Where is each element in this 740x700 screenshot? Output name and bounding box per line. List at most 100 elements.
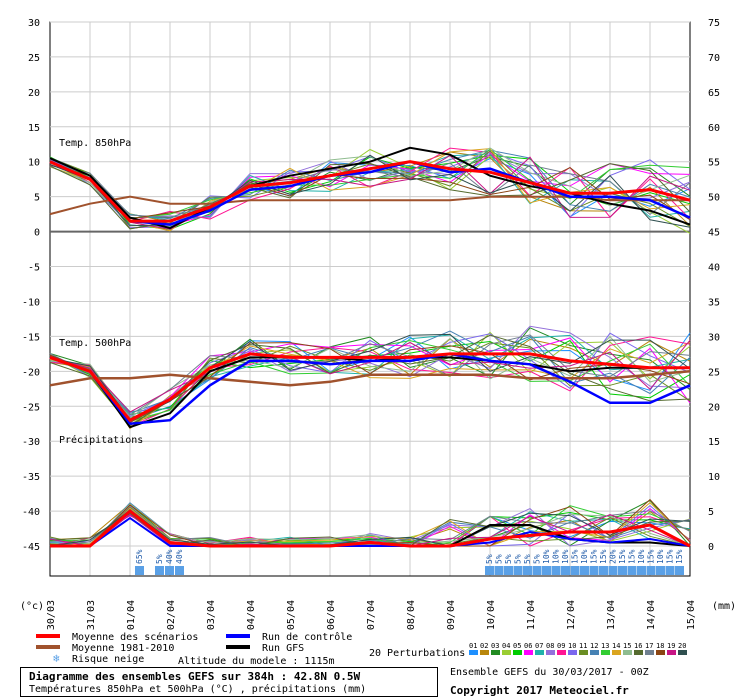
control-line-t500 bbox=[49, 352, 691, 426]
legend-perturbations-label: 20 Perturbations bbox=[369, 648, 465, 659]
mean-line-precip bbox=[50, 509, 691, 548]
pert-number: 07 bbox=[535, 642, 543, 650]
snow-risk-icon bbox=[155, 566, 164, 575]
pert-line-t850 bbox=[49, 164, 691, 221]
snow-risk-icon bbox=[494, 566, 504, 575]
snow-risk-icon bbox=[665, 566, 675, 575]
pert-number: 18 bbox=[656, 642, 664, 650]
right-tick-label: 45 bbox=[708, 228, 720, 239]
date-labels: 30/03 31/03 01/04 02/04 03/04 04/04 05/04 06/04… bbox=[46, 600, 697, 630]
snow-risk-label: 10% bbox=[542, 549, 551, 564]
snow-risk-label: 5% bbox=[523, 554, 532, 564]
date-label: 15/04 bbox=[686, 600, 697, 630]
pert-number: 20 bbox=[678, 642, 686, 650]
pert-swatch bbox=[535, 650, 544, 655]
pert-number: 16 bbox=[634, 642, 642, 650]
pert-number: 05 bbox=[513, 642, 521, 650]
pert-swatch bbox=[480, 650, 489, 655]
left-tick-label: 10 bbox=[28, 158, 40, 169]
snow-risk-label: 15% bbox=[590, 549, 599, 564]
snow-risk-label: 20% bbox=[609, 549, 618, 564]
copyright: Copyright 2017 Meteociel.fr bbox=[450, 684, 629, 697]
snow-risk-icon bbox=[580, 566, 589, 575]
legend-mean-label: Moyenne des scénarios bbox=[72, 631, 198, 643]
snow-risk-icon bbox=[551, 566, 561, 575]
right-tick-label: 25 bbox=[708, 367, 720, 378]
date-label: 01/04 bbox=[126, 600, 137, 630]
pert-line-t850 bbox=[49, 154, 691, 230]
pert-number: 06 bbox=[524, 642, 532, 650]
snow-risk-label: 15% bbox=[666, 549, 675, 564]
pert-number: 02 bbox=[480, 642, 488, 650]
snow-risk-label: 40% bbox=[165, 549, 174, 564]
snow-risk-icon bbox=[504, 566, 513, 575]
snow-risk-label: 15% bbox=[647, 549, 656, 564]
date-label: 07/04 bbox=[366, 600, 377, 630]
legend: Moyenne des scénarios Run de contrôle Mo… bbox=[36, 631, 687, 667]
pert-line-t500 bbox=[49, 340, 691, 422]
right-tick-label: 0 bbox=[708, 542, 714, 553]
left-tick-label: -45 bbox=[22, 542, 40, 553]
snow-risk-icon bbox=[513, 566, 523, 575]
snow-risk-icon bbox=[570, 566, 580, 575]
right-tick-label: 35 bbox=[708, 297, 720, 308]
snow-risk-label: 10% bbox=[561, 549, 570, 564]
snow-risk-label: 15% bbox=[599, 549, 608, 564]
main-series bbox=[49, 146, 691, 548]
snowflake-icon: ❄ bbox=[53, 652, 60, 665]
right-tick-label: 40 bbox=[708, 263, 720, 274]
snow-risk-label: 15% bbox=[628, 549, 637, 564]
date-label: 09/04 bbox=[446, 600, 457, 630]
right-tick-label: 5 bbox=[708, 507, 714, 518]
date-label: 30/03 bbox=[46, 600, 57, 630]
snow-risk-icon bbox=[675, 566, 684, 575]
date-label: 31/03 bbox=[86, 600, 97, 630]
snow-risk-icon bbox=[175, 566, 184, 575]
left-tick-label: 25 bbox=[28, 53, 40, 64]
pert-number: 04 bbox=[502, 642, 510, 650]
unit-left: (°c) bbox=[20, 601, 44, 612]
pert-swatch bbox=[590, 650, 599, 655]
pert-number: 15 bbox=[623, 642, 631, 650]
grid bbox=[49, 21, 691, 577]
right-tick-label: 50 bbox=[708, 193, 720, 204]
snow-risk-icon bbox=[532, 566, 542, 575]
snow-risk-label: 15% bbox=[571, 549, 580, 564]
date-label: 13/04 bbox=[606, 600, 617, 630]
left-tick-label: 0 bbox=[34, 228, 40, 239]
pert-number: 14 bbox=[612, 642, 620, 650]
pert-line-t500 bbox=[49, 342, 691, 425]
date-label: 04/04 bbox=[246, 600, 257, 630]
snow-risk-label: 15% bbox=[675, 549, 684, 564]
pert-line-precip bbox=[49, 509, 691, 547]
legend-climo-label: Moyenne 1981-2010 bbox=[72, 643, 174, 654]
date-label: 12/04 bbox=[566, 600, 577, 630]
legend-gfs-swatch bbox=[226, 645, 250, 649]
control-line-t850 bbox=[49, 160, 691, 226]
date-label: 06/04 bbox=[326, 600, 337, 630]
date-label: 05/04 bbox=[286, 600, 297, 630]
pert-number: 01 bbox=[469, 642, 477, 650]
legend-mean-swatch bbox=[36, 634, 60, 638]
right-tick-label: 65 bbox=[708, 88, 720, 99]
pert-swatch bbox=[601, 650, 610, 655]
pert-swatch bbox=[568, 650, 577, 655]
snow-risk-icon bbox=[618, 566, 627, 575]
pert-number: 10 bbox=[568, 642, 576, 650]
pert-line-t500 bbox=[49, 339, 691, 416]
panel-label-t850: Temp. 850hPa bbox=[59, 138, 131, 149]
snow-risk-label: 10% bbox=[637, 549, 646, 564]
snow-risk-label: 5% bbox=[504, 554, 513, 564]
left-tick-label: -35 bbox=[22, 472, 40, 483]
snow-risk-label: 10% bbox=[552, 549, 561, 564]
pert-swatch bbox=[678, 650, 687, 655]
pert-number: 03 bbox=[491, 642, 499, 650]
pert-swatch bbox=[667, 650, 676, 655]
pert-swatch bbox=[579, 650, 588, 655]
legend-gfs-label: Run GFS bbox=[262, 643, 304, 654]
pert-number: 17 bbox=[645, 642, 653, 650]
pert-number: 12 bbox=[590, 642, 598, 650]
unit-right: (mm) bbox=[712, 601, 736, 612]
left-tick-label: -5 bbox=[28, 263, 40, 274]
snow-risk-label: 5% bbox=[485, 554, 494, 564]
